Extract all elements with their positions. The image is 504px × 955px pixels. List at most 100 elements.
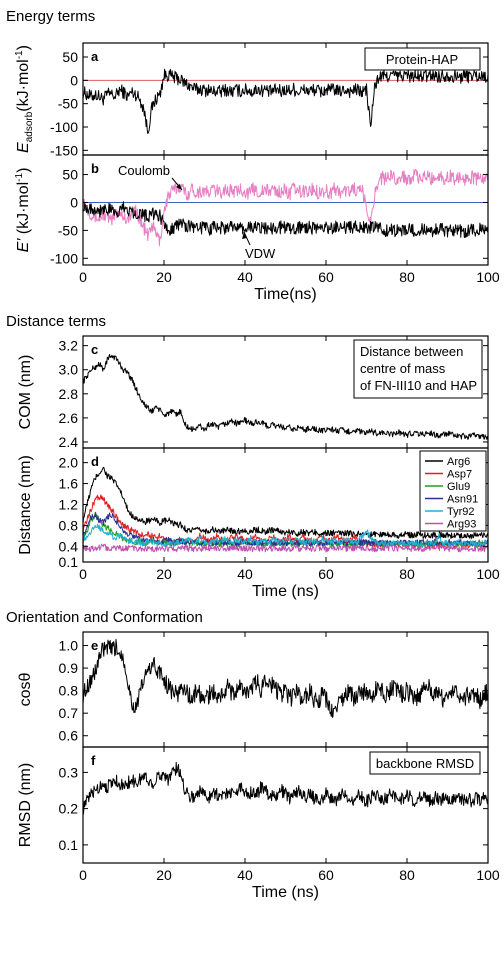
- annotation-arrowhead: [176, 184, 182, 190]
- label-box: [369, 751, 481, 775]
- panel-letter: d: [91, 454, 99, 469]
- y-axis-label-symbol: E': [15, 238, 32, 253]
- y-tick-label: 3.2: [59, 338, 79, 354]
- x-tick-label: 100: [476, 867, 500, 883]
- y-axis-label-subscript: adsorb: [24, 111, 35, 142]
- legend-label: Asn91: [447, 494, 478, 506]
- panel-d: 2.0 1.6 1.2 0.8 0.40.10 20 40 60 80 100 Time (ns) d…: [17, 447, 500, 600]
- y-axis-label: COM (nm): [17, 355, 34, 430]
- series-arg93: [82, 543, 489, 553]
- legend-label: Tyr92: [447, 506, 475, 518]
- x-tick-label: 0: [79, 566, 87, 582]
- x-tick-label: 100: [476, 566, 500, 582]
- y-tick-label: -100: [50, 250, 78, 266]
- x-tick-label: 40: [237, 269, 253, 285]
- panel-letter: f: [91, 753, 96, 768]
- y-axis-label: Eadsorb(kJ·mol-1): [14, 45, 35, 153]
- y-tick-label: 0.3: [59, 764, 79, 780]
- x-axis-label: Time (ns): [252, 884, 319, 901]
- y-axis-label: Distance (nm): [17, 455, 34, 555]
- plot-frame: [82, 447, 489, 563]
- series-vdw: [82, 201, 489, 238]
- y-axis-label-superscript: -1: [14, 172, 25, 181]
- x-tick-label: 0: [79, 867, 87, 883]
- series-coulomb: [82, 168, 489, 247]
- panel-letter: a: [91, 49, 99, 64]
- y-tick-label: -150: [50, 142, 78, 158]
- legend-label: Asp7: [447, 469, 472, 481]
- y-axis-label-unit: (kJ·mol: [15, 182, 32, 239]
- y-tick-label: 0.8: [59, 517, 79, 533]
- box-label-line: Distance between: [360, 344, 463, 359]
- series-line: [82, 68, 489, 134]
- x-tick-label: 80: [399, 566, 415, 582]
- annotation-coulomb: Coulomb: [118, 163, 170, 178]
- y-tick-label: 0.1: [59, 837, 79, 853]
- y-axis-label: RMSD (nm): [17, 763, 34, 847]
- x-tick-label: 40: [237, 566, 253, 582]
- y-tick-label: 1.2: [59, 496, 79, 512]
- x-tick-label: 20: [156, 269, 172, 285]
- y-tick-label: 2.8: [59, 386, 79, 402]
- x-tick-label: 60: [318, 867, 334, 883]
- x-tick-label: 40: [237, 867, 253, 883]
- series-tyr92: [82, 523, 489, 548]
- panel-a: 50 0 -50 -100 -150 a Eadsorb(kJ·mol-1) Protein-…: [14, 42, 489, 158]
- series-line: [82, 761, 489, 816]
- y-tick-label: 0: [70, 72, 78, 88]
- plot-frame: [82, 746, 489, 864]
- x-axis-label: Time (ns): [252, 583, 319, 600]
- panel-e: 1.0 0.9 0.8 0.7 0.6 e cosθ: [17, 631, 489, 748]
- annotation-vdw: VDW: [245, 246, 276, 261]
- plot-frame: [82, 154, 489, 266]
- y-tick-label: 0.6: [59, 728, 79, 744]
- box-label: backbone RMSD: [376, 756, 474, 771]
- label-box: [364, 47, 481, 71]
- x-tick-label: 20: [156, 867, 172, 883]
- panel-letter: b: [91, 161, 99, 176]
- x-tick-label: 100: [476, 269, 500, 285]
- x-axis-label: Time(ns): [254, 286, 317, 303]
- y-tick-label: 1.6: [59, 476, 79, 492]
- label-box: [353, 339, 483, 399]
- annotation-arrowhead: [242, 232, 247, 239]
- series-line: [82, 638, 489, 718]
- y-tick-label: 3.0: [59, 362, 79, 378]
- x-tick-label: 80: [399, 269, 415, 285]
- y-axis-label-unit: (kJ·mol: [15, 59, 32, 111]
- panel-f: 0.3 0.2 0.10 20 40 60 80 100 Time (ns) f RMSD (nm)…: [17, 746, 500, 901]
- series-arg6: [82, 466, 489, 540]
- y-tick-label: 50: [62, 49, 78, 65]
- y-tick-label: 0.9: [59, 660, 79, 676]
- y-tick-label: 0.1: [59, 554, 79, 570]
- y-axis-label: cosθ: [17, 673, 34, 707]
- section-title-distance: Distance terms: [6, 313, 106, 330]
- x-tick-label: 0: [79, 269, 87, 285]
- y-tick-label: -100: [50, 119, 78, 135]
- y-tick-label: -50: [58, 96, 78, 112]
- section-title-energy: Energy terms: [6, 8, 95, 25]
- box-label-line: of FN-III10 and HAP: [360, 378, 477, 393]
- legend-label: Glu9: [447, 481, 470, 493]
- y-tick-label: 2.0: [59, 455, 79, 471]
- y-tick-label: 0.2: [59, 801, 79, 817]
- x-tick-label: 60: [318, 566, 334, 582]
- y-tick-label: 0.4: [59, 538, 79, 554]
- y-tick-label: 0.7: [59, 705, 79, 721]
- legend-box: [419, 450, 487, 532]
- y-axis-label-close: ): [15, 45, 32, 50]
- chart-panels: 500-50-100-150aEadsorb(kJ·mol-1)Protein-…: [14, 42, 500, 901]
- y-axis-label-superscript: -1: [14, 50, 25, 59]
- x-tick-label: 60: [318, 269, 334, 285]
- y-axis-label-symbol: E: [15, 142, 32, 153]
- panel-letter: c: [91, 342, 98, 357]
- y-tick-label: 0.8: [59, 683, 79, 699]
- series-line: [82, 354, 489, 440]
- y-tick-label: 1.0: [59, 638, 79, 654]
- panel-c: 3.2 3.0 2.8 2.6 2.4 c COM (nm) Distance between…: [17, 335, 489, 450]
- section-title-orientation: Orientation and Conformation: [6, 609, 203, 626]
- y-tick-label: -50: [58, 222, 78, 238]
- x-tick-label: 80: [399, 867, 415, 883]
- legend-label: Arg93: [447, 519, 476, 531]
